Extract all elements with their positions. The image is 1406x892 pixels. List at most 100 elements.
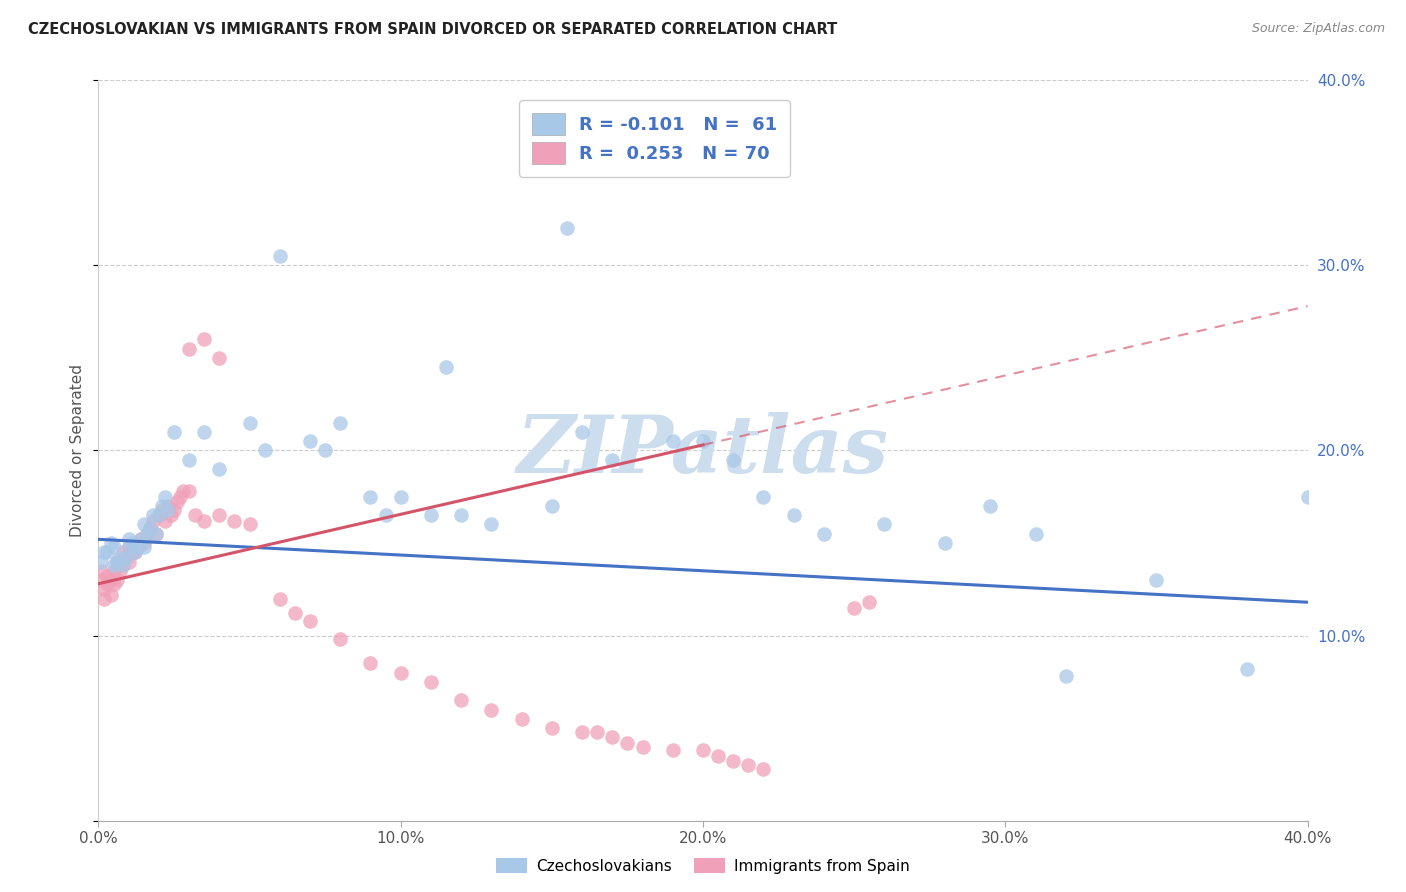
Point [239,517,262,532]
Point [93,545,115,559]
Point [179,452,201,467]
Point [481,517,503,532]
Point [481,703,503,717]
Point [737,758,759,772]
Point [571,425,593,439]
Point [135,526,157,541]
Point [873,517,896,532]
Point [299,614,322,628]
Point [166,495,188,509]
Point [631,739,654,754]
Point [93,582,115,597]
Point [108,564,131,578]
Point [111,545,134,559]
Point [156,499,179,513]
Point [127,540,149,554]
Point [434,360,457,375]
Point [103,540,125,554]
Point [586,724,609,739]
Point [208,351,231,365]
Point [540,499,562,513]
Point [193,332,215,346]
Point [602,452,624,467]
Point [752,762,775,776]
Point [108,550,131,565]
Point [156,502,179,516]
Point [100,536,122,550]
Point [108,554,131,569]
Point [111,558,134,573]
Point [96,569,118,583]
Point [121,545,143,559]
Point [150,499,173,513]
Point [179,342,201,356]
Point [208,508,231,523]
Point [555,221,578,235]
Point [90,573,112,587]
Point [239,416,262,430]
Point [150,502,173,516]
Y-axis label: Divorced or Separated: Divorced or Separated [70,364,86,537]
Point [193,425,215,439]
Point [661,434,683,449]
Point [299,434,322,449]
Text: CZECHOSLOVAKIAN VS IMMIGRANTS FROM SPAIN DIVORCED OR SEPARATED CORRELATION CHART: CZECHOSLOVAKIAN VS IMMIGRANTS FROM SPAIN… [28,22,838,37]
Point [103,576,125,591]
Point [142,508,165,523]
Point [118,540,141,554]
Point [360,657,382,671]
Point [105,554,128,569]
Point [148,508,170,523]
Point [93,591,115,606]
Point [105,573,128,587]
Point [160,508,183,523]
Point [420,674,443,689]
Point [90,554,112,569]
Point [269,249,291,263]
Point [132,540,155,554]
Point [450,508,472,523]
Point [114,550,136,565]
Point [224,514,246,528]
Point [1236,662,1258,676]
Point [752,490,775,504]
Point [813,526,835,541]
Point [172,484,194,499]
Point [1024,526,1046,541]
Point [783,508,806,523]
Point [979,499,1001,513]
Point [121,536,143,550]
Point [184,508,207,523]
Point [118,554,141,569]
Point [389,665,412,680]
Point [284,607,307,621]
Point [105,554,128,569]
Point [329,632,352,647]
Point [540,721,562,735]
Point [1144,573,1167,587]
Point [139,521,162,535]
Point [129,533,152,547]
Point [127,540,149,554]
Point [692,434,714,449]
Point [169,490,191,504]
Point [124,545,146,559]
Point [661,743,683,757]
Point [616,736,638,750]
Point [148,508,170,523]
Point [100,588,122,602]
Point [360,490,382,504]
Point [145,526,167,541]
Point [208,462,231,476]
Point [329,416,352,430]
Point [844,600,866,615]
Point [118,540,141,554]
Point [723,755,745,769]
Point [1054,669,1077,683]
Point [193,514,215,528]
Point [179,484,201,499]
Legend: R = -0.101   N =  61, R =  0.253   N = 70: R = -0.101 N = 61, R = 0.253 N = 70 [519,101,790,177]
Text: Source: ZipAtlas.com: Source: ZipAtlas.com [1251,22,1385,36]
Point [96,576,118,591]
Point [723,452,745,467]
